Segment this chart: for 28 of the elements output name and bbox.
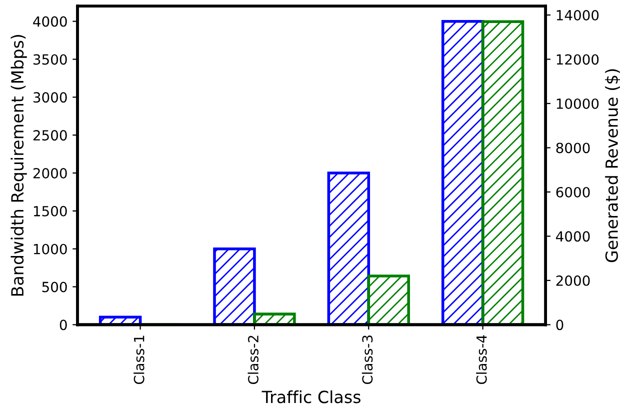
- x-tick-label: Class-1: [134, 336, 144, 384]
- y2-tick-label: 2000: [556, 275, 590, 286]
- bar: [98, 316, 142, 325]
- y2-tick-label: 10000: [556, 98, 599, 109]
- y2-tick-label: 6000: [556, 186, 590, 198]
- bar: [213, 247, 256, 325]
- x-tick-label: Class-4: [476, 335, 487, 384]
- y2-axis-title: Generated Revenue ($): [605, 69, 620, 262]
- y2-tick-label: 14000: [556, 10, 599, 20]
- x-axis-title: Traffic Class: [262, 390, 360, 404]
- y-axis-title: Bandwidth Requirement (Mbps): [10, 34, 27, 296]
- y2-tick-label: 12000: [556, 54, 599, 65]
- bar: [253, 312, 296, 325]
- y2-tick-label: 0: [556, 320, 564, 330]
- x-tick-label: Class-3: [362, 336, 373, 384]
- y-tick-label: 1500: [34, 206, 67, 216]
- y-tick-label: 1000: [34, 244, 67, 254]
- y-tick-label: 3000: [33, 92, 67, 103]
- y2-tick-label: 4000: [556, 231, 590, 242]
- y-tick-label: 2000: [33, 168, 67, 178]
- y-tick-label: 4000: [33, 16, 67, 27]
- y-tick-label: 3500: [33, 54, 67, 65]
- y-tick-label: 500: [42, 282, 67, 292]
- y-tick-label: 2500: [33, 130, 67, 141]
- x-tick-label: Class-2: [248, 336, 258, 384]
- y-tick-label: 0: [60, 320, 67, 330]
- bar: [327, 172, 370, 325]
- y2-tick-label: 8000: [556, 142, 590, 154]
